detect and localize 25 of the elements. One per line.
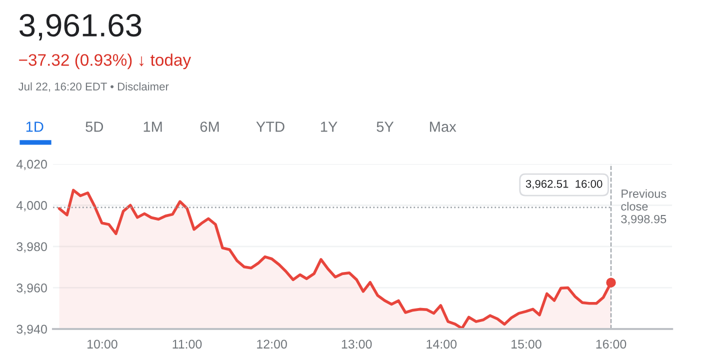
y-tick-label: 3,940 bbox=[16, 324, 47, 336]
text: 6M bbox=[200, 122, 219, 132]
text: 1Y bbox=[320, 122, 338, 132]
x-tick-label: 15:00 bbox=[512, 340, 542, 349]
y-tick-label: 4,020 bbox=[16, 160, 47, 170]
x-tick-label: 11:00 bbox=[172, 340, 202, 349]
chart-subtitle: −37.32 (0.93%) ↓ today bbox=[19, 54, 192, 70]
y-tick-label: 3,960 bbox=[16, 284, 47, 294]
text: Jul 22, 16:20 EDT • Disclaimer bbox=[18, 82, 169, 92]
text: Max bbox=[430, 122, 456, 132]
text: 5D bbox=[86, 122, 104, 132]
ref-line-label: Previous close 3,998.95 bbox=[621, 189, 666, 225]
text: 1M bbox=[144, 122, 162, 132]
x-tick-label: 12:00 bbox=[257, 340, 287, 349]
x-tick-label: 14:00 bbox=[426, 340, 457, 349]
annotation: 3,962.51 16:00 bbox=[526, 180, 602, 190]
text: 1D bbox=[26, 122, 44, 132]
x-tick-label: 13:00 bbox=[342, 340, 372, 349]
y-tick-label: 3,980 bbox=[16, 242, 47, 253]
text: 5Y bbox=[376, 122, 394, 132]
y-tick-label: 4,000 bbox=[16, 201, 47, 212]
x-tick-label: 16:00 bbox=[596, 340, 626, 349]
text: YTD bbox=[256, 122, 284, 132]
chart-title: 3,961.63 bbox=[19, 14, 142, 40]
x-tick-label: 10:00 bbox=[88, 340, 118, 349]
